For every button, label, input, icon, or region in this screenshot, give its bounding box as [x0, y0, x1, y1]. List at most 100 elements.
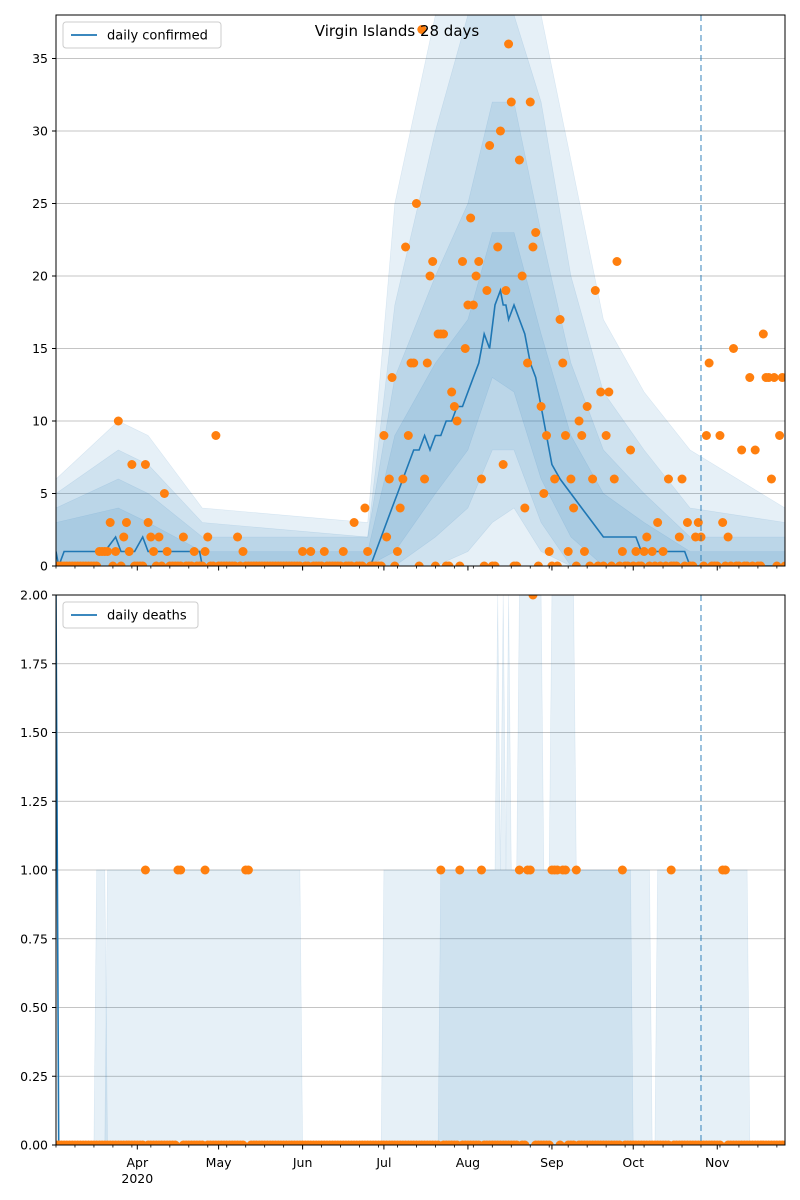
observation-point: [560, 865, 570, 875]
observation-point: [409, 358, 419, 368]
y-tick-label: 15: [32, 341, 48, 356]
observation-point: [211, 431, 221, 440]
observation-point-zero: [712, 561, 722, 566]
observation-point: [146, 532, 156, 542]
observation-point-zero: [756, 561, 766, 566]
observation-point-zero: [414, 561, 424, 566]
observation-point: [555, 315, 565, 324]
observation-point-zero: [238, 1140, 248, 1145]
legend: daily deaths: [62, 601, 199, 629]
x-tick-label: May: [206, 1155, 232, 1170]
observation-point: [596, 387, 606, 397]
observation-point: [582, 402, 592, 411]
observation-point: [531, 228, 541, 237]
observation-point: [569, 503, 579, 513]
axes-frame: [55, 14, 786, 567]
observation-point: [750, 445, 760, 455]
x-tick-label: Oct: [622, 1155, 644, 1170]
observation-point: [417, 25, 427, 34]
observation-point: [704, 358, 714, 368]
observation-point: [658, 547, 668, 556]
y-tick-label: 5: [40, 486, 48, 501]
observation-point: [439, 329, 449, 339]
observation-point: [777, 373, 785, 382]
observation-point: [105, 518, 115, 527]
observation-point: [550, 474, 560, 484]
observation-point-zero: [116, 561, 126, 566]
observation-point-zero: [390, 561, 400, 566]
observation-point: [143, 518, 153, 527]
observation-point: [149, 547, 159, 556]
observation-point: [525, 865, 535, 875]
observation-point: [682, 518, 692, 527]
observation-point: [159, 489, 169, 498]
y-tick-label: 1.75: [20, 656, 48, 671]
x-tick-label: Jun: [292, 1155, 313, 1170]
observation-point: [560, 431, 570, 440]
observation-point: [525, 97, 535, 107]
observation-point: [476, 474, 486, 484]
observation-point: [626, 445, 636, 455]
y-tick-label: 20: [32, 269, 48, 284]
observation-point: [631, 547, 641, 556]
y-tick-label: 1.00: [20, 863, 48, 878]
observation-point-zero: [571, 561, 581, 566]
observation-point: [609, 474, 619, 484]
observation-point: [493, 242, 503, 252]
observation-point: [349, 518, 359, 527]
y-tick-label: 0.50: [20, 1000, 48, 1015]
confidence-band-4: [654, 869, 751, 1145]
observation-point: [514, 865, 524, 875]
observation-point: [176, 865, 186, 875]
observation-point: [403, 431, 413, 440]
observation-point-zero: [455, 561, 465, 566]
confirmed-chart-panel: 0 5 10 15 20 25 30 35 daily confirmed: [32, 14, 786, 574]
y-tick-label: 1.25: [20, 794, 48, 809]
x-tick-label: Nov: [705, 1155, 730, 1170]
observation-point: [447, 387, 457, 397]
observation-point: [466, 213, 476, 223]
observation-point: [715, 431, 725, 440]
observation-point-zero: [780, 561, 785, 566]
observation-point: [723, 532, 733, 542]
observation-point: [674, 532, 684, 542]
y-tick-label: 0.25: [20, 1069, 48, 1084]
observation-point: [476, 865, 486, 875]
observation-point: [395, 503, 405, 513]
observation-point: [653, 518, 663, 527]
observation-point: [604, 387, 614, 397]
observation-point: [574, 416, 584, 426]
observation-point-zero: [512, 561, 522, 566]
plot-area: [56, 15, 785, 566]
observation-point-zero: [598, 561, 608, 566]
observation-point-zero: [555, 1140, 565, 1145]
observation-point: [387, 373, 397, 382]
y-tick-label: 10: [32, 414, 48, 429]
observation-point-zero: [444, 561, 454, 566]
observation-point: [498, 460, 508, 469]
observation-point: [579, 547, 589, 556]
observation-point-zero: [376, 561, 386, 566]
observation-point: [319, 547, 329, 556]
observation-point: [428, 257, 438, 266]
observation-point: [154, 532, 164, 542]
confidence-band-4: [56, 15, 785, 566]
observation-point: [539, 489, 549, 498]
observation-point: [379, 431, 389, 440]
observation-point-zero: [520, 1140, 530, 1145]
observation-point-zero: [688, 561, 698, 566]
observation-point: [360, 503, 370, 513]
observation-point: [243, 865, 253, 875]
deaths-chart-panel: 0.00 0.25 0.50 0.75 1.00 1.25 1.50 1.75 2.00 Apr2…: [20, 588, 786, 1186]
observation-point-zero: [607, 561, 617, 566]
observation-point: [523, 358, 533, 368]
observation-point-zero: [138, 561, 148, 566]
observation-point: [420, 474, 430, 484]
observation-point: [119, 532, 129, 542]
observation-point: [617, 865, 627, 875]
observation-point: [422, 358, 432, 368]
observation-point: [766, 474, 776, 484]
observation-point: [501, 286, 511, 295]
observation-point: [485, 141, 495, 150]
legend-label: daily deaths: [107, 609, 187, 624]
